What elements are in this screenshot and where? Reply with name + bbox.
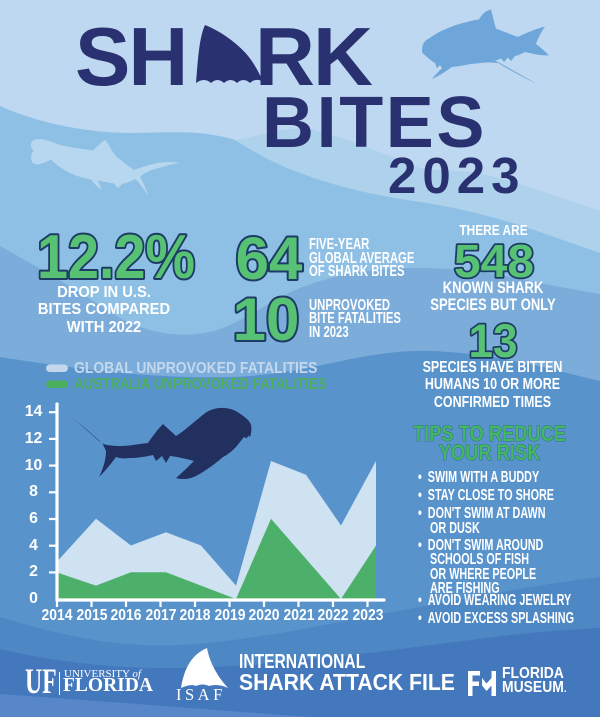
svg-text:13: 13 [469, 314, 518, 367]
svg-text:GLOBAL UNPROVOKED FATALITIES: GLOBAL UNPROVOKED FATALITIES [74, 359, 317, 377]
svg-text:TIPS TO REDUCE: TIPS TO REDUCE [413, 423, 566, 447]
svg-text:12.2%: 12.2% [37, 223, 195, 292]
svg-text:10: 10 [233, 286, 300, 353]
svg-text:548: 548 [454, 235, 534, 287]
svg-text:64: 64 [236, 225, 303, 292]
svg-text:AUSTRALIA UNPROVOKED FATALITIE: AUSTRALIA UNPROVOKED FATALITIES [74, 376, 327, 393]
svg-text:YOUR RISK: YOUR RISK [439, 442, 541, 466]
